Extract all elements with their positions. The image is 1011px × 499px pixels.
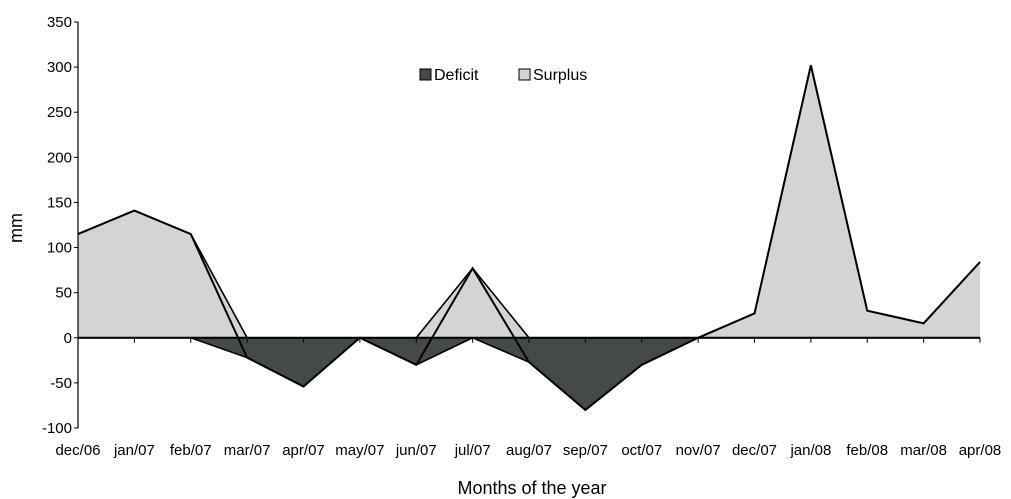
x-tick-label: jul/07 xyxy=(454,442,491,459)
x-tick-label: sep/07 xyxy=(563,442,608,459)
net-balance-line xyxy=(77,65,981,412)
y-tick-label: -50 xyxy=(50,375,72,392)
legend-label-deficit: Deficit xyxy=(434,67,479,84)
x-tick-label: mar/07 xyxy=(224,442,271,459)
y-tick-label: 250 xyxy=(47,104,72,121)
x-tick-label: feb/07 xyxy=(170,442,212,459)
chart-areas xyxy=(77,65,981,412)
y-tick-label: 350 xyxy=(47,14,72,31)
x-tick-label: apr/07 xyxy=(282,442,325,459)
x-ticks: dec/06 jan/07 feb/07 mar/07 apr/07 may/07 jun/… xyxy=(55,337,1002,459)
x-tick-label: apr/08 xyxy=(959,442,1002,459)
x-tick-label: jan/08 xyxy=(789,442,831,459)
x-tick-label: oct/07 xyxy=(621,442,662,459)
surplus-area xyxy=(78,65,980,338)
x-tick-label: feb/08 xyxy=(846,442,888,459)
y-tick-label: 100 xyxy=(47,240,72,257)
x-tick-label: may/07 xyxy=(335,442,384,459)
x-tick-label: dec/07 xyxy=(732,442,777,459)
legend-swatch-surplus xyxy=(518,68,531,81)
x-tick-label: jan/07 xyxy=(113,442,155,459)
deficit-area xyxy=(78,337,980,410)
x-tick-label: aug/07 xyxy=(506,442,552,459)
y-axis-title: mm xyxy=(6,213,26,243)
x-tick-label: nov/07 xyxy=(676,442,721,459)
legend: Deficit Surplus xyxy=(419,67,587,84)
y-tick-label: -100 xyxy=(42,420,72,437)
legend-swatch-deficit xyxy=(419,68,432,81)
y-tick-label: 150 xyxy=(47,194,72,211)
y-ticks: 350 300 250 200 150 100 50 0 -50 -100 xyxy=(42,14,78,437)
y-tick-label: 200 xyxy=(47,149,72,166)
y-tick-label: 0 xyxy=(64,330,72,347)
y-tick-label: 50 xyxy=(55,285,72,302)
x-tick-label: dec/06 xyxy=(55,442,100,459)
x-tick-label: jun/07 xyxy=(395,442,437,459)
legend-label-surplus: Surplus xyxy=(533,67,587,84)
y-tick-label: 300 xyxy=(47,59,72,76)
x-axis-title: Months of the year xyxy=(457,478,606,498)
x-tick-label: mar/08 xyxy=(900,442,947,459)
